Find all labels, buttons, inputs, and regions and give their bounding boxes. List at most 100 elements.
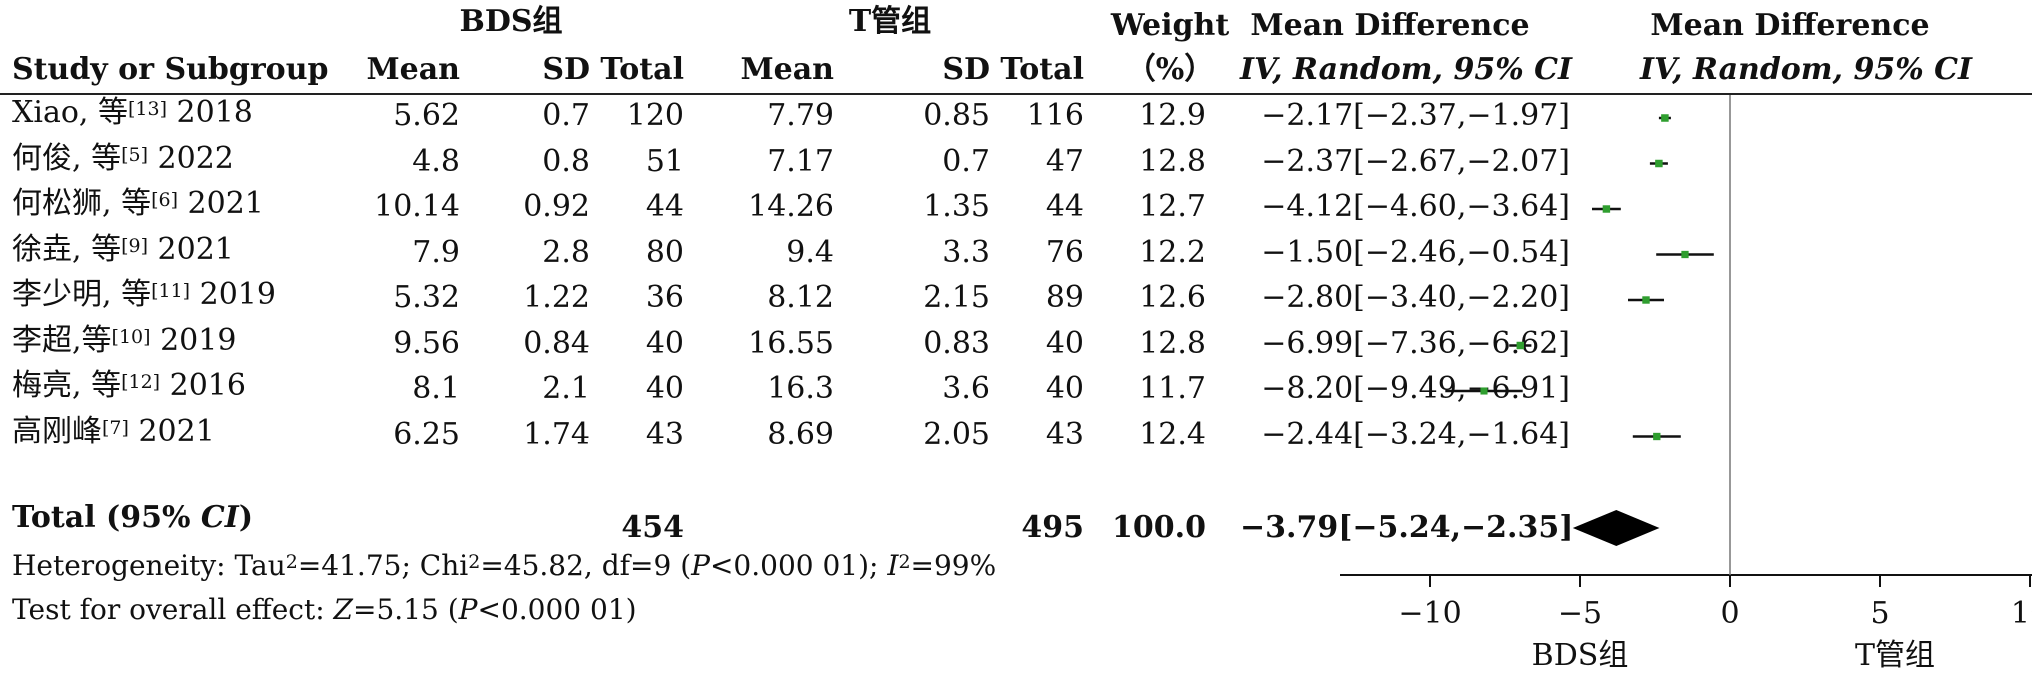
total-weight: 100.0 — [1112, 510, 1206, 545]
cell-n2: 76 — [1045, 234, 1084, 270]
cell-n1: 80 — [645, 234, 684, 270]
study-marker — [1516, 341, 1525, 350]
cell-m1: 10.14 — [374, 189, 460, 224]
cell-n1: 36 — [645, 280, 684, 315]
cell-sd1: 2.1 — [542, 371, 590, 406]
cell-w: 11.7 — [1139, 371, 1206, 406]
cell-n2: 40 — [1045, 371, 1084, 406]
total-exp-n: 454 — [621, 510, 684, 545]
study-marker — [1480, 387, 1488, 395]
study-name: Xiao, 等[13] 2018 — [12, 95, 253, 130]
x-tick-label: −10 — [1398, 596, 1461, 631]
cell-n2: 47 — [1045, 143, 1084, 179]
ctl-total-header: Total — [1000, 52, 1084, 87]
cell-w: 12.8 — [1139, 325, 1206, 361]
cell-n2: 89 — [1045, 280, 1084, 315]
study-name: 高刚峰[7] 2021 — [12, 413, 215, 449]
cell-m1: 6.25 — [393, 416, 460, 452]
total-ci: −3.79[−5.24,−2.35] — [1240, 510, 1574, 545]
cell-ci: −2.44[−3.24,−1.64] — [1261, 416, 1570, 452]
exp-sd-header: SD — [542, 52, 590, 87]
cell-w: 12.4 — [1139, 416, 1206, 452]
cell-sd2: 0.85 — [923, 98, 990, 133]
cell-sd1: 1.22 — [523, 280, 590, 315]
cell-sd1: 0.92 — [523, 189, 590, 224]
cell-w: 12.9 — [1139, 98, 1206, 133]
cell-m2: 8.69 — [767, 416, 834, 452]
study-name: 梅亮, 等[12] 2016 — [12, 368, 246, 403]
md-header: Mean Difference — [1250, 8, 1530, 43]
study-name: 何松狮, 等[6] 2021 — [12, 186, 264, 221]
cell-m1: 7.9 — [412, 234, 460, 270]
cell-ci: −8.20[−9.49,−6.91] — [1261, 371, 1570, 406]
exp-total-header: Total — [600, 52, 684, 87]
heterogeneity-text: Heterogeneity: Tau2=41.75; Chi2=45.82, d… — [12, 549, 997, 582]
cell-n1: 120 — [626, 98, 684, 133]
cell-sd2: 2.05 — [923, 416, 990, 452]
cell-m1: 8.1 — [412, 371, 460, 406]
cell-sd2: 0.7 — [942, 143, 990, 179]
cell-n2: 44 — [1045, 189, 1084, 224]
cell-m2: 9.4 — [786, 234, 834, 270]
study-marker — [1661, 114, 1669, 122]
study-name: 何俊, 等[5] 2022 — [12, 140, 234, 176]
cell-w: 12.6 — [1139, 280, 1206, 315]
cell-n2: 116 — [1026, 98, 1084, 133]
cell-m1: 5.62 — [393, 98, 460, 133]
cell-sd1: 0.8 — [542, 143, 590, 179]
cell-n1: 44 — [645, 189, 684, 224]
cell-n2: 43 — [1045, 416, 1084, 452]
md-plot-method-header: IV, Random, 95% CI — [1640, 52, 1973, 87]
weight-header: Weight — [1110, 8, 1230, 43]
exp-group-header: BDS组 — [459, 4, 563, 39]
total-label: Total (95% CI) — [12, 500, 254, 535]
cell-ci: −2.17[−2.37,−1.97] — [1261, 98, 1570, 133]
study-marker — [1602, 205, 1611, 213]
cell-sd2: 3.6 — [942, 371, 990, 406]
cell-n1: 43 — [645, 416, 684, 452]
overall-effect-text: Test for overall effect: Z=5.15 (P<0.000… — [12, 593, 637, 626]
study-marker — [1681, 250, 1689, 259]
header-rule — [0, 93, 2032, 95]
x-tick-label: 5 — [1870, 596, 1889, 631]
study-name: 李超,等[10] 2019 — [12, 322, 237, 358]
cell-sd2: 0.83 — [923, 325, 990, 361]
study-name: 李少明, 等[11] 2019 — [12, 277, 276, 312]
cell-m2: 14.26 — [748, 189, 834, 224]
favours-left-label: BDS组 — [1532, 638, 1629, 673]
study-marker — [1655, 159, 1663, 168]
study-marker — [1653, 432, 1661, 441]
cell-sd1: 0.84 — [523, 325, 590, 361]
weight-unit-header: （%） — [1125, 52, 1215, 87]
total-ctl-n: 495 — [1021, 510, 1084, 545]
x-tick-label: 0 — [1720, 596, 1739, 631]
cell-m1: 4.8 — [412, 143, 460, 179]
md-method-header: IV, Random, 95% CI — [1240, 52, 1573, 87]
cell-w: 12.7 — [1139, 189, 1206, 224]
x-tick-label: −5 — [1558, 596, 1602, 631]
md-plot-header: Mean Difference — [1650, 8, 1930, 43]
cell-m1: 9.56 — [393, 325, 460, 361]
ctl-group-header: T管组 — [848, 4, 932, 39]
study-marker — [1642, 296, 1650, 304]
cell-ci: −2.37[−2.67,−2.07] — [1261, 143, 1570, 179]
cell-m2: 8.12 — [767, 280, 834, 315]
cell-w: 12.8 — [1139, 143, 1206, 179]
cell-w: 12.2 — [1139, 234, 1206, 270]
cell-sd1: 0.7 — [542, 98, 590, 133]
ctl-mean-header: Mean — [740, 52, 834, 87]
cell-sd1: 2.8 — [542, 234, 590, 270]
cell-m2: 7.17 — [767, 143, 834, 179]
cell-n2: 40 — [1045, 325, 1084, 361]
favours-right-label: T管组 — [1855, 638, 1935, 673]
cell-sd1: 1.74 — [523, 416, 590, 452]
cell-m2: 16.55 — [748, 325, 834, 361]
cell-m2: 16.3 — [767, 371, 834, 406]
cell-n1: 40 — [645, 325, 684, 361]
cell-ci: −2.80[−3.40,−2.20] — [1261, 280, 1570, 315]
cell-ci: −1.50[−2.46,−0.54] — [1261, 234, 1570, 270]
pooled-diamond — [1572, 510, 1660, 546]
x-tick-label: 10 — [2011, 596, 2032, 631]
cell-sd2: 3.3 — [942, 234, 990, 270]
